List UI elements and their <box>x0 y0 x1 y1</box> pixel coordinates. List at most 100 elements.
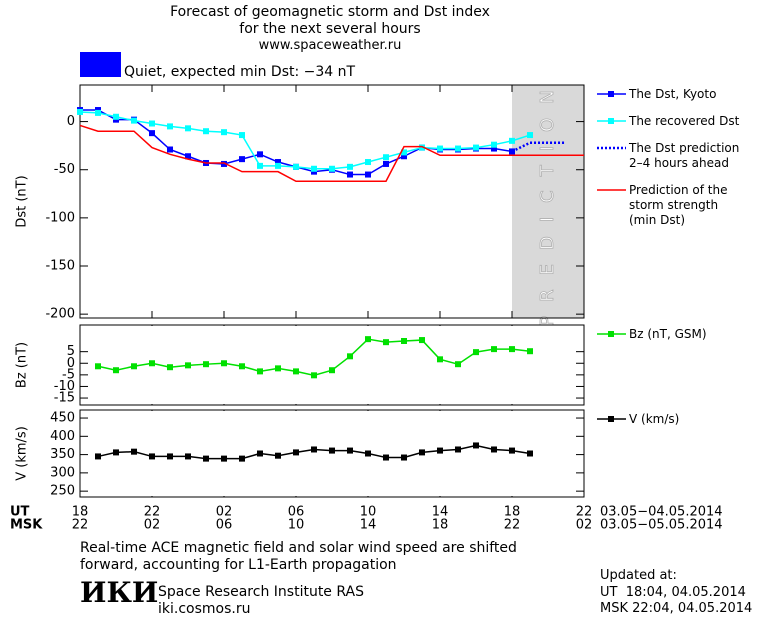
y-tick-label: 450 <box>50 411 75 426</box>
y-tick-label: 0 <box>67 114 75 129</box>
plot-frame <box>79 84 585 319</box>
point <box>131 448 137 455</box>
point <box>293 368 299 375</box>
legend-marker <box>608 331 614 337</box>
point <box>365 336 371 343</box>
point <box>437 356 443 363</box>
point <box>419 337 425 344</box>
point <box>167 453 173 460</box>
x-tick-label: 02 <box>144 518 161 533</box>
point <box>347 447 353 454</box>
legend-marker <box>608 118 614 124</box>
row-name: UT <box>10 505 30 520</box>
point <box>149 120 155 127</box>
y-tick-label: -200 <box>45 307 75 322</box>
point <box>293 163 299 170</box>
point <box>383 339 389 346</box>
x-tick-label: 22 <box>72 518 89 533</box>
y-tick-label: 350 <box>50 447 75 462</box>
point <box>239 363 245 370</box>
legend-marker <box>608 91 614 97</box>
point <box>347 353 353 360</box>
point <box>257 450 263 457</box>
point <box>167 364 173 371</box>
point <box>383 160 389 167</box>
plot-frame <box>79 409 585 498</box>
x-tick-label: 18 <box>504 505 521 520</box>
point <box>95 453 101 460</box>
point <box>113 367 119 374</box>
point <box>473 144 479 151</box>
point <box>455 446 461 453</box>
point <box>401 338 407 344</box>
y-axis-label: Dst (nT) <box>15 175 30 227</box>
y-tick-label: -5 <box>62 367 75 382</box>
point <box>203 361 209 368</box>
point <box>221 160 227 167</box>
legend-label: Bz (nT, GSM) <box>629 327 707 341</box>
row-dates: 03.05−05.05.2014 <box>600 518 723 533</box>
point <box>257 162 263 169</box>
y-axis-label: V (km/s) <box>15 426 30 481</box>
x-tick-label: 06 <box>288 505 305 520</box>
point <box>329 447 335 454</box>
legend-label: The Dst prediction 2–4 hours ahead <box>629 141 740 170</box>
status-box <box>80 52 121 77</box>
point <box>419 449 425 456</box>
point <box>275 452 281 459</box>
point <box>491 346 497 353</box>
series-line <box>79 111 531 170</box>
point <box>401 153 407 160</box>
x-tick-label: 18 <box>72 505 89 520</box>
institute-name: Space Research Institute RAS <box>158 584 364 600</box>
y-axis-label: Bz (nT) <box>15 342 30 388</box>
point <box>203 455 209 462</box>
legend-marker <box>608 416 614 422</box>
x-tick-label: 22 <box>144 505 161 520</box>
point <box>257 368 263 375</box>
point <box>239 132 245 139</box>
point <box>419 144 425 151</box>
point <box>437 145 443 152</box>
series-line <box>97 338 531 377</box>
point <box>311 165 317 172</box>
point <box>365 450 371 457</box>
x-tick-label: 10 <box>360 505 377 520</box>
legend-label: The Dst, Kyoto <box>629 87 717 101</box>
point <box>311 446 317 453</box>
y-tick-label: -100 <box>45 210 75 225</box>
point <box>473 349 479 356</box>
point <box>239 156 245 163</box>
point <box>131 363 137 370</box>
x-tick-label: 14 <box>432 505 449 520</box>
point <box>149 453 155 460</box>
point <box>491 145 497 152</box>
point <box>383 454 389 461</box>
point <box>185 125 191 132</box>
point <box>455 145 461 152</box>
point <box>131 117 137 124</box>
note: Real-time ACE magnetic field and solar w… <box>80 540 517 573</box>
updated-ut: UT 18:04, 04.05.2014 <box>600 585 746 600</box>
point <box>437 447 443 454</box>
y-tick-label: 5 <box>67 344 75 359</box>
point <box>275 159 281 166</box>
point <box>275 365 281 372</box>
y-tick-label: -50 <box>54 162 75 177</box>
point <box>95 363 101 370</box>
point <box>455 361 461 368</box>
plot-frame <box>79 324 585 406</box>
point <box>257 151 263 158</box>
point <box>167 123 173 130</box>
x-tick-label: 22 <box>576 505 593 520</box>
point <box>203 128 209 135</box>
point <box>239 455 245 462</box>
row-name: MSK <box>10 518 43 533</box>
prediction-band <box>512 85 584 318</box>
point <box>149 360 155 367</box>
row-dates: 03.05−04.05.2014 <box>600 505 723 520</box>
point <box>167 146 173 153</box>
point <box>473 442 479 449</box>
